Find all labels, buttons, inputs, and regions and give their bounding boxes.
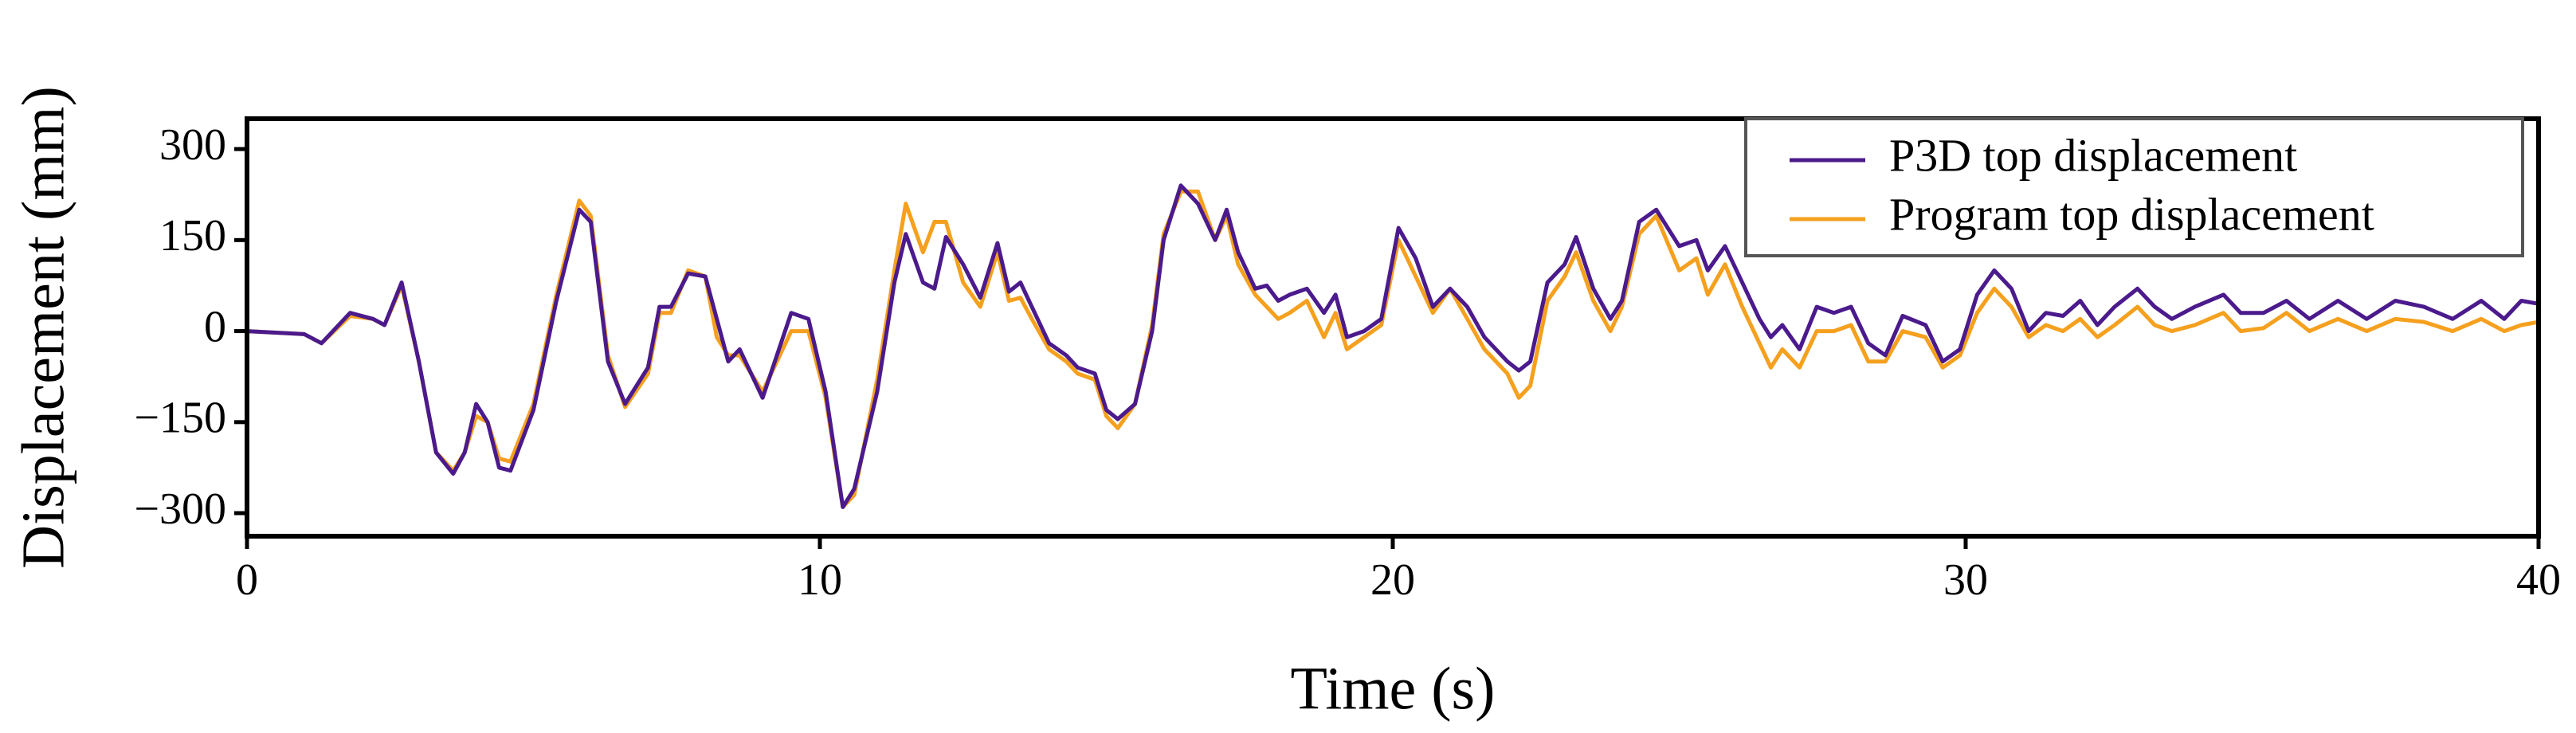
x-tick-label: 30 [1943, 555, 1988, 605]
y-tick-label: 150 [159, 211, 226, 261]
y-tick-label: −300 [134, 484, 226, 534]
legend-label: P3D top displacement [1889, 129, 2297, 181]
y-tick-label: 300 [159, 120, 226, 170]
legend-label: Program top displacement [1889, 188, 2374, 240]
x-tick-label: 20 [1370, 555, 1415, 605]
y-axis-title: Displacement (mm) [10, 86, 76, 569]
x-tick-label: 40 [2516, 555, 2561, 605]
data-line [246, 183, 2539, 509]
y-tick-label: −150 [134, 394, 226, 443]
x-tick-label: 0 [236, 555, 258, 605]
plot-frame [245, 116, 2541, 539]
legend-box [1744, 117, 2524, 257]
y-tick-label: 0 [204, 302, 226, 351]
x-axis-title: Time (s) [1291, 655, 1496, 722]
x-tick-label: 10 [798, 555, 842, 605]
